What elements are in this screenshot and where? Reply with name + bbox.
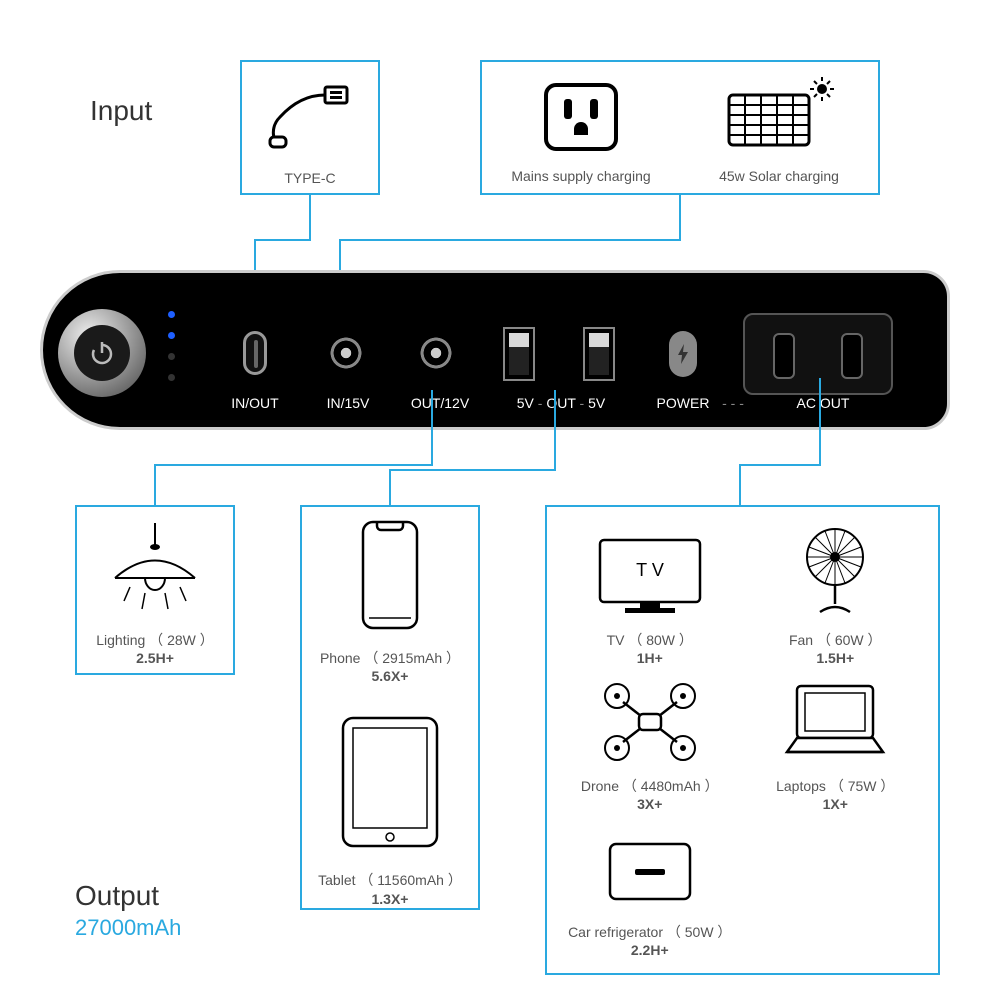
tv-value: 1H+ (607, 649, 693, 667)
ac-outlet (743, 313, 893, 395)
drone-value: 3X+ (581, 795, 719, 813)
output-title: Output (75, 880, 159, 912)
drone-label: Drone （ 4480mAh ） (581, 778, 719, 794)
label-5v-l: 5V (517, 395, 534, 411)
fridge-icon (595, 834, 705, 919)
tv-label: TV （ 80W ） (607, 632, 693, 648)
label-inout: IN/OUT (231, 395, 278, 411)
usb-a-port-2 (583, 327, 615, 381)
label-power: POWER (657, 395, 710, 411)
phone-value: 5.6X+ (320, 667, 460, 685)
input-box-mains-solar: Mains supply charging (480, 60, 880, 195)
dc-out-port (418, 335, 454, 371)
usb-a-port-1 (503, 327, 535, 381)
power-icon (87, 338, 117, 368)
fan-value: 1.5H+ (789, 649, 882, 667)
mains-label: Mains supply charging (511, 168, 650, 184)
usb-cable-icon (246, 70, 374, 165)
output-box-lighting: Lighting （ 28W ）2.5H+ (75, 505, 235, 675)
lamp-icon (81, 515, 229, 627)
fridge-value: 2.2H+ (568, 941, 731, 959)
tv-icon: T V (590, 532, 710, 627)
laptop-label: Laptops （ 75W ） (776, 778, 894, 794)
tablet-label: Tablet （ 11560mAh ） (318, 872, 462, 888)
label-acout: AC OUT (797, 395, 850, 411)
input-title: Input (90, 95, 152, 127)
label-out12v: OUT/12V (411, 395, 469, 411)
tablet-value: 1.3X+ (318, 890, 462, 908)
fan-icon (785, 522, 885, 627)
power-bank-device: IN/OUT IN/15V OUT/12V 5V - OUT - 5V POWE… (40, 270, 950, 430)
phone-label: Phone （ 2915mAh ） (320, 650, 460, 666)
drone-icon (595, 678, 705, 773)
dash-divider: - - - (718, 395, 748, 411)
output-box-ac-group: T V TV （ 80W ）1H+ Fan （ 60W ）1. (545, 505, 940, 975)
laptop-value: 1X+ (776, 795, 894, 813)
solar-label: 45w Solar charging (719, 168, 839, 184)
lighting-label: Lighting （ 28W ） (96, 632, 214, 648)
input-box-typec: TYPE-C (240, 60, 380, 195)
fridge-label: Car refrigerator （ 50W ） (568, 924, 731, 940)
bolt-icon (676, 344, 690, 364)
label-5v-r: 5V (588, 395, 605, 411)
typec-label: TYPE-C (284, 170, 335, 186)
power-button[interactable] (58, 309, 146, 397)
label-in15v: IN/15V (327, 395, 370, 411)
svg-text:T V: T V (636, 560, 664, 580)
tablet-icon (306, 707, 474, 857)
led-indicator (168, 311, 175, 381)
phone-icon (306, 515, 474, 635)
outlet-icon (488, 72, 674, 163)
capacity-value: 27000mAh (75, 915, 181, 941)
lighting-value: 2.5H+ (96, 649, 214, 667)
ac-power-button[interactable] (669, 331, 697, 377)
output-box-phone-tablet: Phone （ 2915mAh ）5.6X+ Tablet （ 11560mAh… (300, 505, 480, 910)
dc-in-port (328, 335, 364, 371)
fan-label: Fan （ 60W ） (789, 632, 882, 648)
solar-panel-icon (686, 72, 872, 163)
usb-c-port (243, 331, 267, 375)
label-out: OUT (546, 395, 575, 411)
laptop-icon (775, 678, 895, 773)
